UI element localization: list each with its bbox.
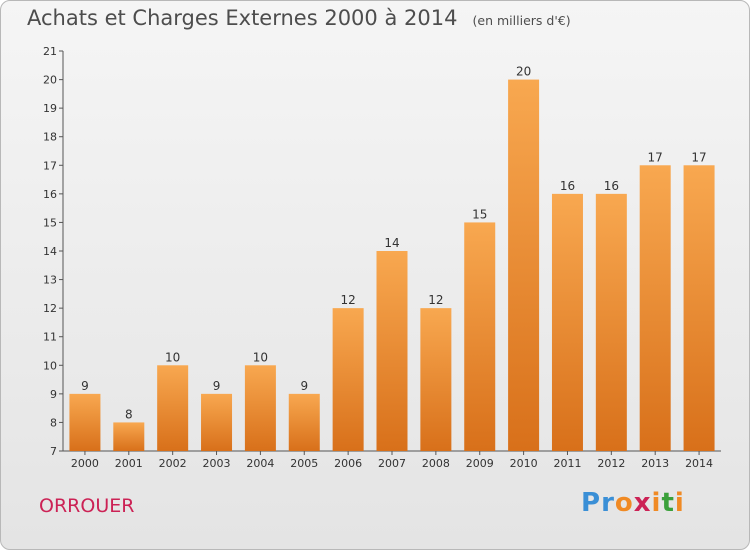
bar-2001 — [113, 422, 145, 451]
x-tick-label: 2008 — [422, 457, 450, 470]
logo-letter: t — [661, 488, 675, 518]
x-tick-label: 2009 — [466, 457, 494, 470]
value-label: 14 — [384, 236, 399, 250]
x-tick-label: 2002 — [159, 457, 187, 470]
x-tick-label: 2012 — [597, 457, 625, 470]
y-tick-label: 17 — [43, 159, 57, 172]
value-label: 17 — [648, 150, 663, 164]
chart-title: Achats et Charges Externes 2000 à 2014 (… — [27, 6, 571, 30]
y-tick-label: 11 — [43, 331, 57, 344]
bar-2005 — [288, 393, 320, 451]
logo-letter: i — [674, 488, 685, 518]
y-tick-label: 21 — [43, 45, 57, 58]
commune-name: ORROUER — [39, 495, 135, 517]
y-tick-label: 9 — [50, 388, 57, 401]
x-tick-label: 2010 — [510, 457, 538, 470]
value-label: 16 — [604, 179, 619, 193]
value-label: 9 — [300, 379, 308, 393]
x-tick-label: 2003 — [203, 457, 231, 470]
y-tick-label: 13 — [43, 274, 57, 287]
bar-2006 — [332, 308, 364, 451]
labels: 9 2000 8 2001 10 2002 9 2003 10 2004 9 2005 12 2006 14… — [71, 65, 713, 470]
bar-2000 — [69, 393, 101, 451]
logo-letter: o — [614, 488, 634, 518]
y-tick-label: 19 — [43, 102, 57, 115]
bar-2012 — [595, 193, 627, 451]
value-label: 9 — [81, 379, 89, 393]
bar-2003 — [201, 393, 233, 451]
logo-letter: i — [651, 488, 662, 518]
y-tick-label: 12 — [43, 302, 57, 315]
x-tick-label: 2004 — [246, 457, 274, 470]
bar-2014 — [683, 165, 715, 452]
value-label: 8 — [125, 407, 133, 421]
value-label: 20 — [516, 65, 531, 79]
y-tick-label: 7 — [50, 445, 57, 458]
bar-2011 — [551, 193, 583, 451]
bars — [69, 79, 715, 452]
x-tick-label: 2011 — [553, 457, 581, 470]
x-tick-label: 2006 — [334, 457, 362, 470]
x-tick-label: 2001 — [115, 457, 143, 470]
bar-2009 — [464, 222, 496, 451]
value-label: 15 — [472, 207, 487, 221]
unit-text: (en milliers d'€) — [472, 13, 571, 28]
logo-letter: x — [633, 488, 652, 518]
bar-2004 — [244, 365, 276, 451]
logo-letter: P — [581, 488, 602, 518]
bar-2008 — [420, 308, 452, 451]
value-label: 10 — [165, 350, 180, 364]
title-text: Achats et Charges Externes 2000 à 2014 — [27, 6, 458, 30]
value-label: 9 — [213, 379, 221, 393]
x-tick-label: 2000 — [71, 457, 99, 470]
value-label: 10 — [253, 350, 268, 364]
x-tick-label: 2005 — [290, 457, 318, 470]
proxiti-logo[interactable]: Proxiti — [581, 488, 685, 518]
bar-2013 — [639, 165, 671, 452]
value-label: 12 — [340, 293, 355, 307]
value-label: 16 — [560, 179, 575, 193]
x-tick-label: 2007 — [378, 457, 406, 470]
x-tick-label: 2013 — [641, 457, 669, 470]
y-tick-label: 14 — [43, 245, 57, 258]
bar-2002 — [157, 365, 189, 451]
x-tick-label: 2014 — [685, 457, 713, 470]
bar-2010 — [508, 79, 540, 452]
value-label: 17 — [691, 150, 706, 164]
y-tick-label: 10 — [43, 359, 57, 372]
y-tick-label: 18 — [43, 131, 57, 144]
y-tick-label: 15 — [43, 216, 57, 229]
y-tick-label: 8 — [50, 416, 57, 429]
y-tick-label: 16 — [43, 188, 57, 201]
bar-2007 — [376, 251, 408, 451]
y-tick-label: 20 — [43, 74, 57, 87]
value-label: 12 — [428, 293, 443, 307]
logo-letter: r — [601, 488, 615, 518]
